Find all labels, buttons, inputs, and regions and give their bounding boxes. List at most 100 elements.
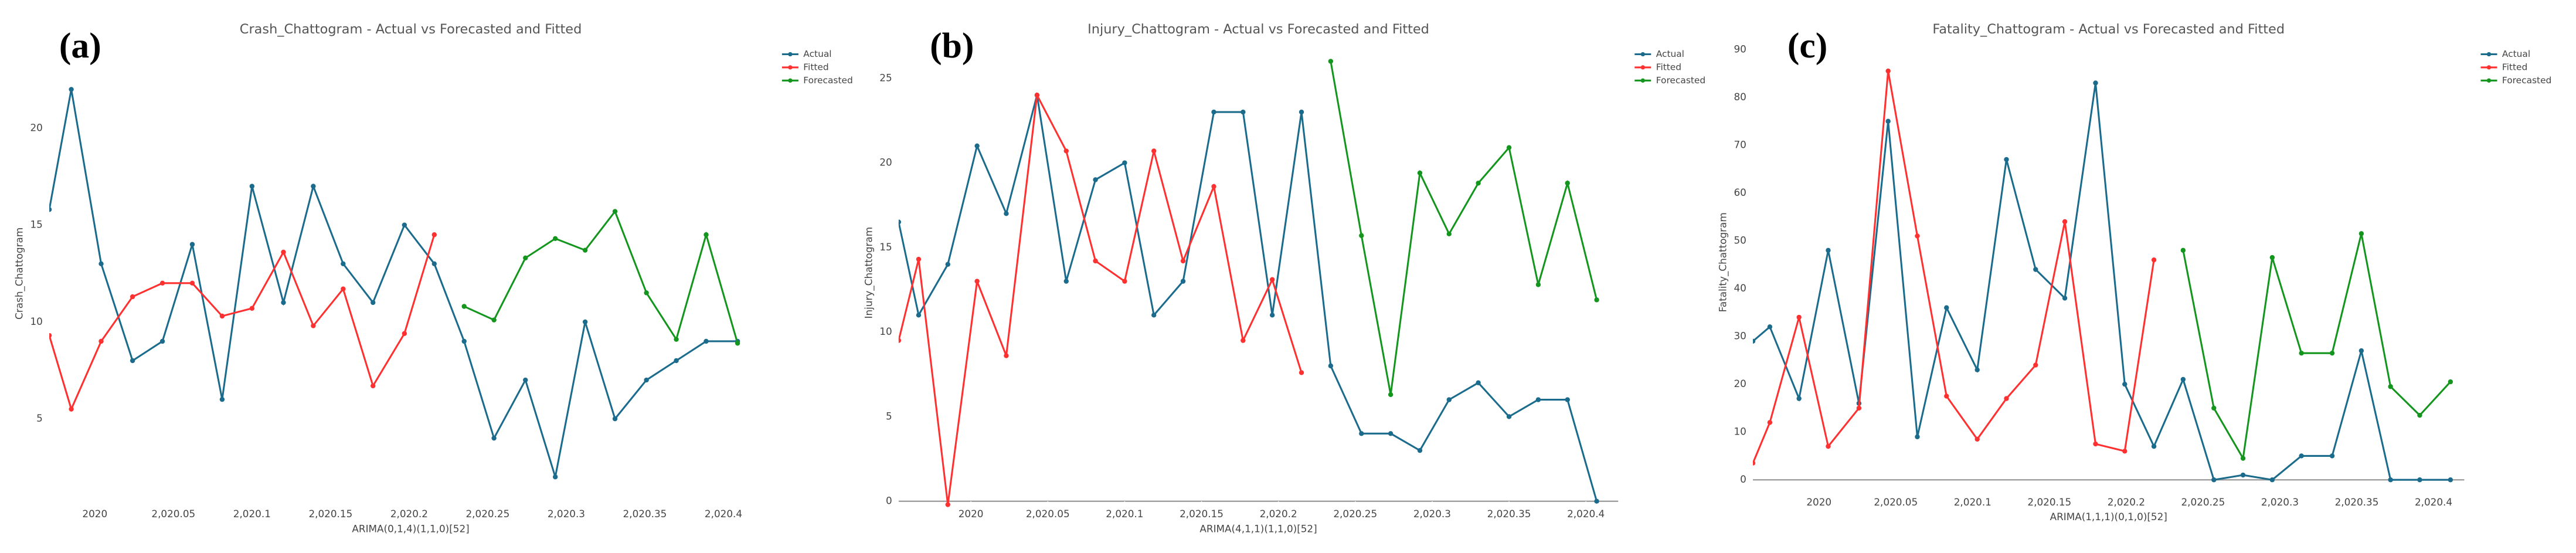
point bbox=[612, 209, 618, 214]
point bbox=[898, 338, 902, 343]
point bbox=[311, 323, 316, 328]
point bbox=[1565, 181, 1570, 186]
point bbox=[69, 406, 74, 412]
series-line bbox=[898, 94, 1598, 502]
legend-label: Fitted bbox=[1656, 62, 1681, 72]
point bbox=[1826, 443, 1831, 449]
point bbox=[1180, 258, 1186, 264]
point bbox=[916, 313, 922, 318]
y-tick-label: 15 bbox=[879, 241, 892, 253]
series-line bbox=[1753, 83, 2451, 481]
y-tick-label: 60 bbox=[1734, 186, 1746, 198]
point bbox=[1915, 434, 1920, 440]
point bbox=[1944, 393, 1949, 399]
point bbox=[1767, 324, 1773, 330]
point bbox=[1122, 279, 1127, 284]
point bbox=[189, 280, 195, 286]
y-tick-label: 30 bbox=[1734, 330, 1746, 342]
point bbox=[311, 184, 316, 189]
legend-label: Forecasted bbox=[803, 75, 852, 86]
point bbox=[644, 377, 649, 383]
point bbox=[1180, 279, 1186, 284]
legend-label: Forecasted bbox=[1656, 75, 1705, 86]
point bbox=[1328, 363, 1334, 369]
y-tick-label: 25 bbox=[879, 72, 892, 83]
point bbox=[1535, 397, 1541, 402]
point bbox=[1476, 380, 1481, 385]
point bbox=[1594, 297, 1599, 303]
series-line bbox=[1753, 70, 2155, 464]
point bbox=[1506, 414, 1512, 419]
point bbox=[1359, 233, 1364, 238]
point bbox=[2093, 80, 2098, 86]
point bbox=[2093, 441, 2098, 447]
point bbox=[402, 222, 407, 228]
point bbox=[402, 331, 407, 336]
point bbox=[461, 338, 467, 344]
x-tick-label: 2,020.25 bbox=[2181, 496, 2225, 508]
x-tick-label: 2,020.4 bbox=[1567, 508, 1605, 520]
x-axis-label: ARIMA(4,1,1)(1,1,0)[52] bbox=[1199, 523, 1317, 534]
point bbox=[1211, 184, 1216, 189]
point bbox=[2122, 381, 2128, 387]
point bbox=[2299, 453, 2304, 459]
point bbox=[2004, 396, 2009, 401]
point bbox=[219, 396, 225, 402]
point bbox=[341, 286, 346, 291]
x-tick-label: 2,020.25 bbox=[466, 508, 510, 520]
point bbox=[249, 306, 255, 311]
point bbox=[1359, 431, 1364, 436]
point bbox=[2358, 348, 2364, 354]
y-tick-label: 20 bbox=[879, 157, 892, 168]
point bbox=[130, 294, 135, 300]
point bbox=[2033, 267, 2038, 272]
legend-marker bbox=[2486, 52, 2492, 57]
point bbox=[2417, 477, 2422, 483]
y-tick-label: 0 bbox=[886, 495, 892, 507]
x-tick-label: 2,020.1 bbox=[1954, 496, 1992, 508]
point bbox=[1122, 160, 1127, 165]
legend-marker bbox=[1640, 52, 1645, 57]
series-line bbox=[1330, 61, 1598, 395]
x-tick-label: 2,020.15 bbox=[1180, 508, 1224, 520]
point bbox=[1269, 313, 1275, 318]
point bbox=[704, 338, 709, 344]
x-tick-label: 2,020.3 bbox=[548, 508, 585, 520]
point bbox=[2417, 412, 2422, 418]
legend-label: Fitted bbox=[803, 62, 828, 72]
point bbox=[1004, 353, 1009, 358]
chart-title: Injury_Chattogram - Actual vs Forecasted… bbox=[1088, 22, 1429, 37]
x-tick-label: 2,020.3 bbox=[2261, 496, 2299, 508]
point bbox=[1269, 277, 1275, 282]
y-tick-label: 5 bbox=[36, 412, 43, 424]
x-tick-label: 2020 bbox=[82, 508, 107, 520]
point bbox=[1565, 397, 1570, 402]
legend-label: Actual bbox=[1656, 49, 1684, 59]
point bbox=[249, 184, 255, 189]
point bbox=[1506, 145, 1512, 150]
point bbox=[2329, 453, 2335, 459]
x-tick-label: 2,020.05 bbox=[1874, 496, 1918, 508]
point bbox=[523, 255, 528, 261]
panel-label: (a) bbox=[59, 26, 101, 66]
point bbox=[431, 232, 437, 238]
x-tick-label: 2,020.4 bbox=[2415, 496, 2452, 508]
point bbox=[735, 341, 740, 346]
x-tick-label: 2,020.35 bbox=[2335, 496, 2379, 508]
point bbox=[69, 87, 74, 92]
x-tick-label: 2,020.35 bbox=[623, 508, 667, 520]
y-tick-label: 5 bbox=[886, 410, 892, 422]
point bbox=[1388, 431, 1394, 436]
point bbox=[945, 262, 950, 267]
point bbox=[1034, 93, 1040, 98]
chart: Injury_Chattogram - Actual vs Forecasted… bbox=[862, 22, 1705, 534]
point bbox=[1476, 181, 1481, 186]
point bbox=[1299, 370, 1304, 375]
point bbox=[898, 219, 902, 225]
point bbox=[1211, 109, 1216, 115]
point bbox=[2448, 379, 2453, 385]
point bbox=[2062, 296, 2068, 301]
x-tick-label: 2020 bbox=[1806, 496, 1831, 508]
